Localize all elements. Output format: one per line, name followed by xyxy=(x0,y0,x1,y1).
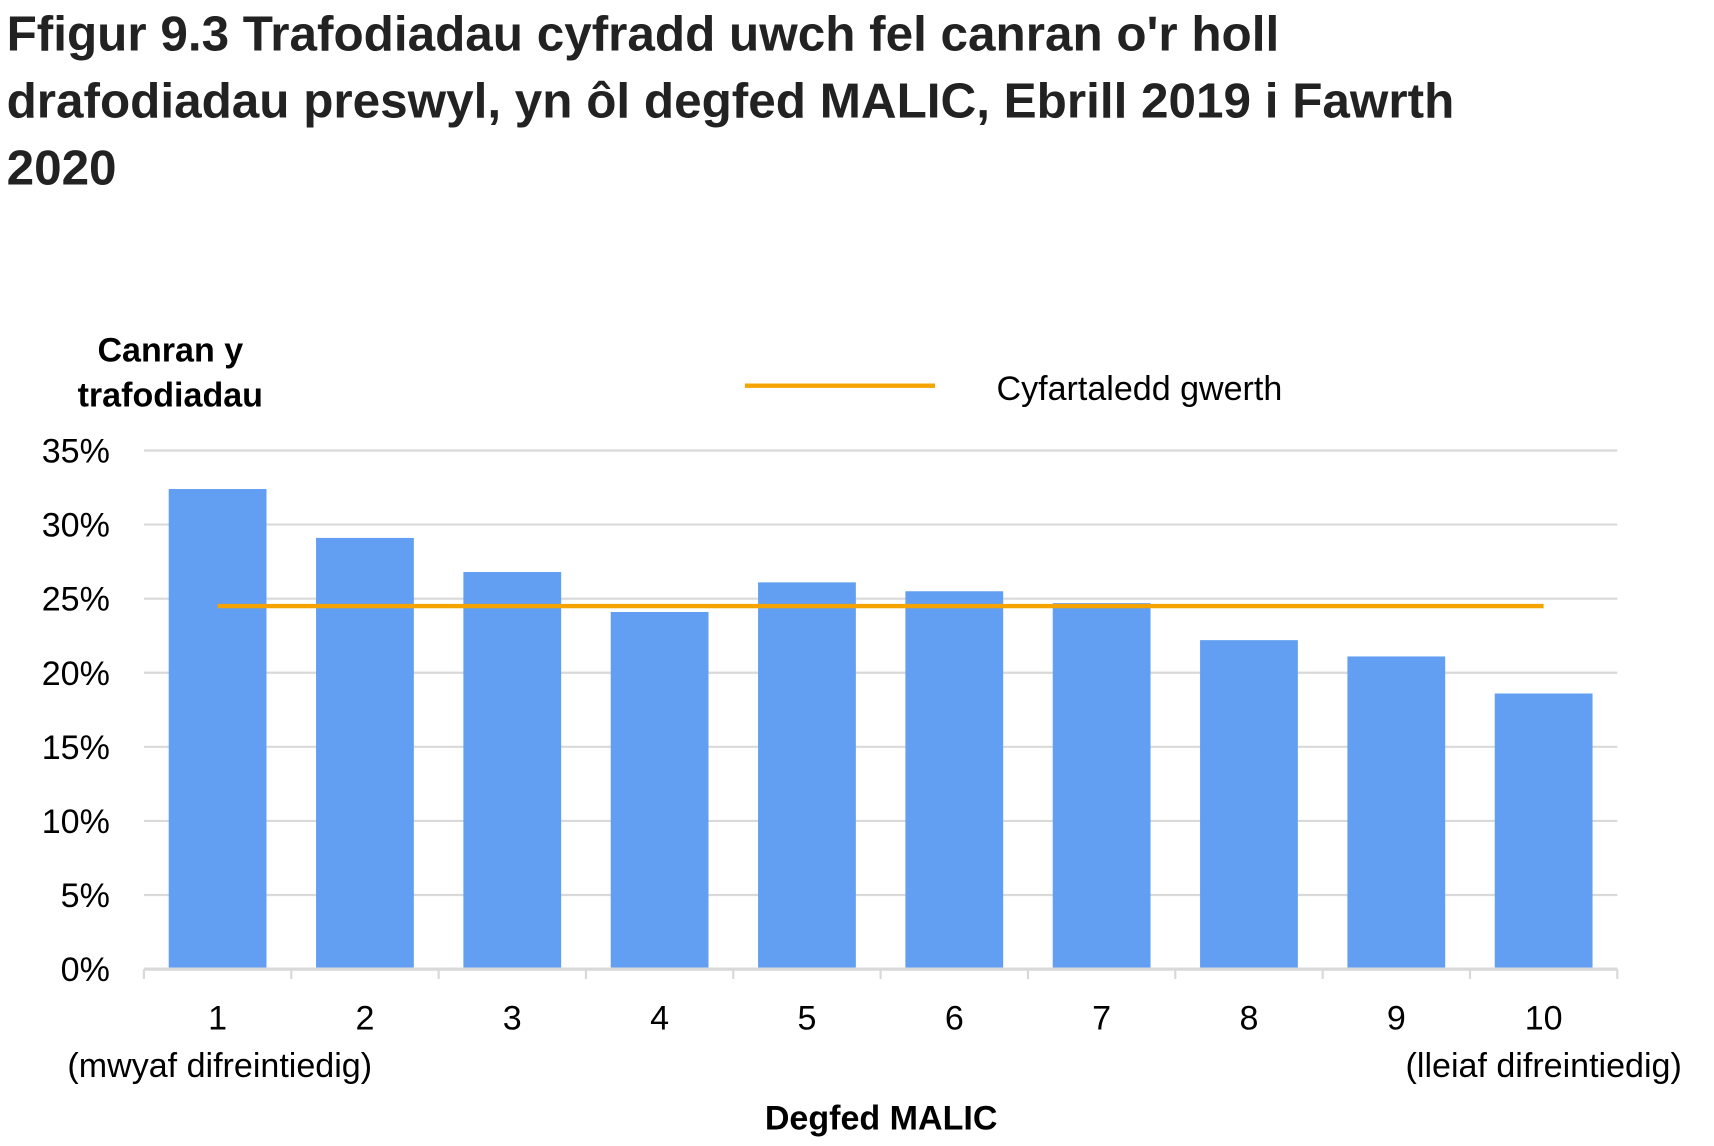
bar xyxy=(1494,693,1593,970)
bar xyxy=(168,489,267,970)
category-label: 4 xyxy=(650,1000,669,1038)
category-label: 7 xyxy=(1092,1000,1111,1038)
y-tick-label: 5% xyxy=(61,877,110,915)
bar xyxy=(1052,603,1151,970)
category-label: 2 xyxy=(355,1000,374,1038)
chart-title: Ffigur 9.3 Trafodiadau cyfradd uwch fel … xyxy=(7,7,1455,196)
y-tick-label: 35% xyxy=(42,433,110,471)
bar xyxy=(758,582,856,970)
bars xyxy=(168,489,1593,970)
category-label: 1 xyxy=(208,1000,227,1038)
x-axis-label: Degfed MALIC xyxy=(765,1100,998,1138)
y-tick-label: 10% xyxy=(42,803,110,841)
y-tick-label: 20% xyxy=(42,655,110,693)
y-tick-label: 0% xyxy=(61,951,110,989)
category-label: 6 xyxy=(945,1000,964,1038)
legend-average-label: Cyfartaledd gwerth xyxy=(997,370,1283,408)
bar xyxy=(1347,656,1446,970)
title-line-1: Ffigur 9.3 Trafodiadau cyfradd uwch fel … xyxy=(7,7,1280,62)
y-axis-label-line-1: Canran y xyxy=(97,331,243,369)
title-line-3: 2020 xyxy=(7,141,117,196)
category-sublabel-last: (lleiaf difreintiedig) xyxy=(1406,1047,1682,1085)
bar xyxy=(316,537,414,970)
y-axis-label-line-2: trafodiadau xyxy=(78,377,263,415)
bar xyxy=(610,611,709,970)
y-tick-label: 25% xyxy=(42,581,110,619)
category-sublabel-first: (mwyaf difreintiedig) xyxy=(67,1047,372,1085)
category-label: 5 xyxy=(797,1000,816,1038)
category-label: 10 xyxy=(1525,1000,1563,1038)
category-label: 3 xyxy=(503,1000,522,1038)
y-tick-label: 15% xyxy=(42,729,110,767)
category-label: 9 xyxy=(1387,1000,1406,1038)
x-axis xyxy=(142,967,1619,979)
title-line-2: drafodiadau preswyl, yn ôl degfed MALIC,… xyxy=(7,74,1455,129)
y-axis-ticks: 0% 5% 10% 15% 20% 25% 30% 35% xyxy=(42,433,110,990)
x-axis-categories: 1 2 3 4 5 6 7 8 9 10 xyxy=(208,1000,1562,1038)
legend: Cyfartaledd gwerth xyxy=(744,370,1283,408)
bar xyxy=(463,571,562,970)
bar xyxy=(905,591,1004,970)
bar xyxy=(1200,640,1298,970)
y-tick-label: 30% xyxy=(42,507,110,545)
category-label: 8 xyxy=(1239,1000,1258,1038)
